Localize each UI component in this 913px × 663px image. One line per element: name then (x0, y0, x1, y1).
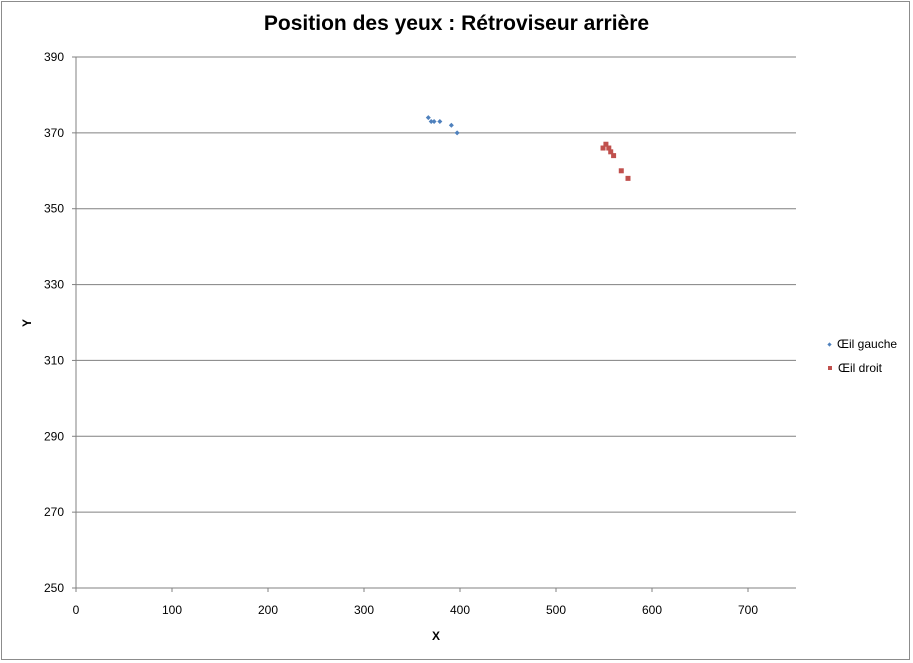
legend-item-oeil-droit: Œil droit (826, 356, 897, 380)
chart-title: Position des yeux : Rétroviseur arrière (263, 12, 650, 35)
tick-labels: 250 270 290 310 330 350 370 390 0 100 200 300 400 500… (44, 50, 758, 617)
x-tick-label: 100 (162, 603, 182, 617)
x-tick-label: 300 (354, 603, 374, 617)
x-tick-label: 0 (73, 603, 80, 617)
x-tick-label: 700 (738, 603, 758, 617)
x-tick-label: 500 (546, 603, 566, 617)
point-series-0-4 (448, 122, 454, 128)
point-series-0-1 (428, 118, 434, 124)
point-series-0-2 (431, 118, 437, 124)
data-points (425, 115, 631, 181)
point-series-0-0 (425, 115, 431, 121)
y-tick-label: 330 (44, 278, 64, 292)
y-axis-label: Y (20, 319, 34, 328)
y-tick-label: 350 (44, 202, 64, 216)
x-tick-label: 200 (258, 603, 278, 617)
legend-marker-oeil-gauche (827, 341, 832, 347)
x-tick-label: 600 (642, 603, 662, 617)
y-tick-label: 370 (44, 126, 64, 140)
y-tick-label: 310 (44, 353, 64, 367)
legend-marker-oeil-droit (828, 366, 832, 370)
point-series-1-3 (608, 149, 614, 155)
y-tick-label: 250 (44, 581, 64, 595)
point-series-1-1 (603, 141, 609, 147)
x-tick-label: 400 (450, 603, 470, 617)
point-series-0-3 (437, 118, 443, 124)
legend-label-oeil-gauche: Œil gauche (837, 337, 898, 351)
point-series-1-2 (606, 145, 612, 151)
y-tick-label: 270 (44, 505, 64, 519)
y-tick-label: 390 (44, 50, 64, 64)
y-tick-label: 290 (44, 429, 64, 443)
legend: Œil gauche Œil droit (826, 332, 897, 380)
x-axis-label: X (431, 629, 440, 643)
point-series-1-4 (611, 153, 617, 159)
point-series-1-0 (600, 145, 606, 151)
point-series-1-6 (625, 175, 631, 181)
legend-label-oeil-droit: Œil droit (838, 361, 883, 375)
legend-item-oeil-gauche: Œil gauche (826, 332, 897, 356)
point-series-1-5 (618, 168, 624, 174)
point-series-0-5 (454, 130, 460, 136)
gridlines (72, 56, 796, 592)
